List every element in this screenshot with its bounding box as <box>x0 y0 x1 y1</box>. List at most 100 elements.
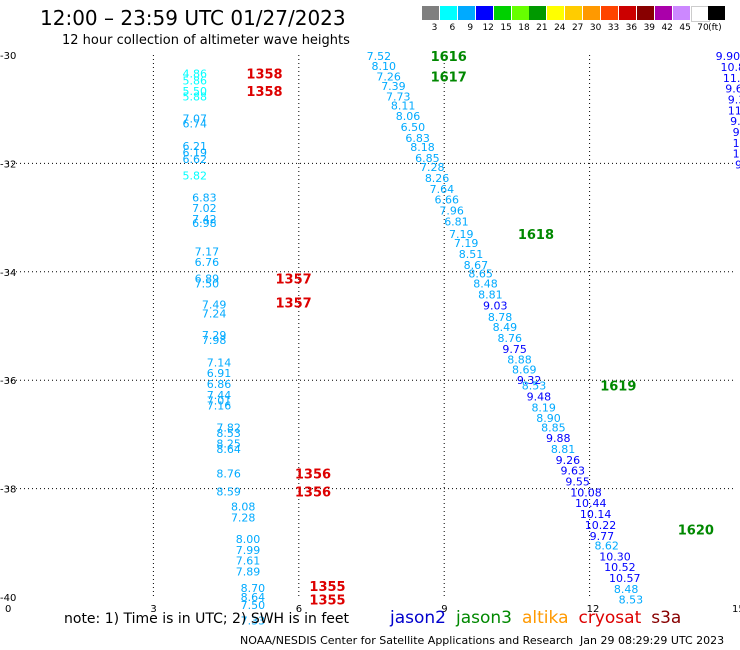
color-scale-label: 39 <box>643 23 656 33</box>
pass-number-label: 1357 <box>275 297 311 312</box>
legend-item-s3a: s3a <box>651 608 682 628</box>
wave-height-label: 8.70 <box>241 582 266 595</box>
wave-height-label: 7.96 <box>439 205 464 218</box>
color-scale-label: (ft) <box>708 23 722 33</box>
wave-height-label: 7.28 <box>231 511 256 524</box>
wave-height-label: 6.98 <box>192 217 217 230</box>
footer-note: note: 1) Time is in UTC; 2) SWH is in fe… <box>64 611 350 627</box>
color-scale-label: 70 <box>697 23 709 33</box>
wave-height-label: 8.69 <box>512 363 537 376</box>
wave-height-label: 9.90 <box>716 50 740 63</box>
wave-height-label: 8.49 <box>493 321 517 334</box>
wave-height-label: 7.89 <box>236 566 261 579</box>
pass-number-label: 1620 <box>678 523 714 538</box>
wave-height-label: 10.52 <box>604 561 636 574</box>
pass-number-label: 1358 <box>246 67 282 82</box>
wave-height-label: 6.76 <box>195 256 220 269</box>
wave-height-label: 6.83 <box>192 192 217 205</box>
wave-height-label: 7.16 <box>207 400 232 413</box>
wave-height-label: 9.63 <box>725 83 740 96</box>
wave-height-label: 6.83 <box>405 132 430 145</box>
wave-height-label: 9.48 <box>527 390 552 403</box>
color-scale-label: 30 <box>589 23 602 33</box>
color-swatch <box>618 6 636 20</box>
wave-height-label: 9.26 <box>556 454 581 467</box>
y-tick-label: -38 <box>0 485 16 496</box>
wave-height-label: 6.86 <box>207 378 232 391</box>
wave-height-label: 6.91 <box>207 367 232 380</box>
wave-height-label: 7.73 <box>386 91 411 104</box>
wave-height-label: 7.33 <box>241 614 266 627</box>
wave-height-label: 7.64 <box>430 183 455 196</box>
wave-height-label: 9.3 <box>730 115 740 128</box>
pass-number-label: 1355 <box>309 580 345 595</box>
wave-height-label: 9.32 <box>517 374 542 387</box>
wave-height-label: 5.86 <box>182 74 207 87</box>
color-scale-label: 27 <box>571 23 584 33</box>
wave-height-label: 8.10 <box>372 60 397 73</box>
wave-height-label: 8.88 <box>507 354 532 367</box>
x-tick-label: 12 <box>587 604 600 615</box>
wave-height-label: 7.49 <box>202 298 227 311</box>
wave-height-label: 8.25 <box>216 438 241 451</box>
wave-height-label: 5.82 <box>182 169 207 182</box>
wave-height-label: 7.98 <box>202 334 227 347</box>
wave-height-label: 10.14 <box>580 508 612 521</box>
color-scale-label: 36 <box>625 23 638 33</box>
satellite-legend: jason2 jason3 altika cryosat s3a <box>390 608 691 628</box>
wave-height-label: 7.24 <box>202 308 227 321</box>
wave-height-label: 7.26 <box>376 71 401 84</box>
x-tick-label: 15 <box>732 604 740 615</box>
wave-height-label: 8.53 <box>522 380 547 393</box>
y-tick-label: -30 <box>0 51 16 62</box>
wave-height-label: 10.81 <box>720 61 740 74</box>
wave-height-label: 7.82 <box>216 421 241 434</box>
wave-height-label: 9.03 <box>483 299 508 312</box>
x-tick-label: 6 <box>296 604 302 615</box>
wave-height-label: 11.08 <box>723 72 740 85</box>
legend-item-altika: altika <box>522 608 569 628</box>
wave-height-label: 8.11 <box>391 99 416 112</box>
wave-height-label: 8.19 <box>531 401 556 414</box>
wave-height-label: 9.77 <box>590 530 615 543</box>
wave-height-label: 5.50 <box>182 85 207 98</box>
color-swatch <box>547 6 565 20</box>
wave-height-label: 8.53 <box>619 594 644 607</box>
wave-height-label: 7.61 <box>236 555 261 568</box>
legend-item-jason2: jason2 <box>390 608 446 628</box>
wave-height-label: 6.74 <box>182 117 207 130</box>
pass-number-label: 1358 <box>246 85 282 100</box>
wave-height-label: 6.81 <box>444 215 469 228</box>
wave-height-label: 7.39 <box>381 80 406 93</box>
color-swatch <box>565 6 583 20</box>
wave-height-label: 6.62 <box>182 153 207 166</box>
wave-height-label: 8.26 <box>425 172 450 185</box>
wave-height-label: 7.02 <box>192 202 217 215</box>
wave-height-label: 8.64 <box>241 591 266 604</box>
color-scale-label: 24 <box>554 23 566 33</box>
color-scale-label: 15 <box>500 23 512 33</box>
wave-height-label: 7.52 <box>367 50 392 63</box>
wave-height-label: 7.17 <box>195 246 220 259</box>
color-swatch <box>529 6 547 20</box>
color-swatch <box>475 6 493 20</box>
y-tick-label: -32 <box>0 159 16 170</box>
wave-height-label: 6.66 <box>435 194 460 207</box>
color-swatch <box>672 6 690 20</box>
wave-height-label: 9.55 <box>565 476 590 489</box>
wave-height-label: 8.65 <box>468 267 493 280</box>
wave-height-label: 8.48 <box>614 583 639 596</box>
wave-height-label: 6.19 <box>182 147 207 160</box>
pass-number-label: 1356 <box>295 485 331 500</box>
wave-height-label: 5.88 <box>182 91 207 104</box>
wave-height-label: 8.67 <box>464 259 489 272</box>
wave-height-label: 7.28 <box>420 161 445 174</box>
wave-height-label: 7.19 <box>454 237 479 250</box>
wave-height-label: 8.59 <box>216 485 241 498</box>
color-scale-label: 12 <box>482 23 494 33</box>
wave-height-label: 8.81 <box>551 443 576 456</box>
pass-number-label: 1617 <box>431 71 467 86</box>
wave-height-label: 4.86 <box>182 67 207 80</box>
wave-height-label: 8.64 <box>216 443 241 456</box>
